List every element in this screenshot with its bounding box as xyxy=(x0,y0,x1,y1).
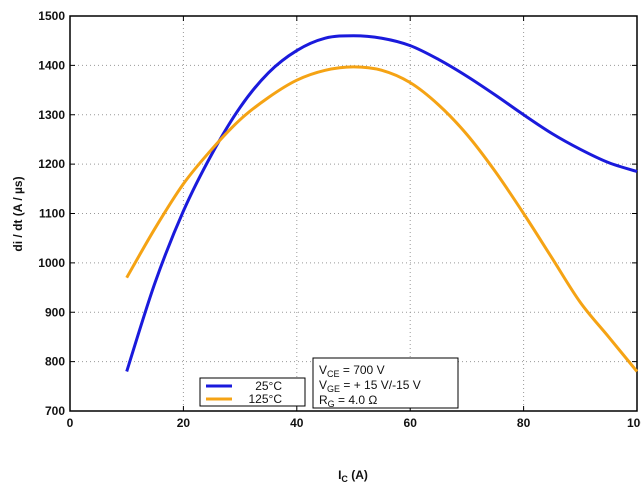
y-axis-label: di / dt (A / µs) xyxy=(11,176,25,251)
plot-frame xyxy=(69,15,638,412)
y-tick-label: 1100 xyxy=(39,207,65,221)
x-label-main: I xyxy=(338,468,341,482)
annotation-rest: = + 15 V/-15 V xyxy=(340,378,421,392)
annotation-sub: GE xyxy=(327,384,340,394)
x-tick-label: 60 xyxy=(404,416,418,430)
legend-label: 125°C xyxy=(249,392,283,406)
x-axis-label: IC (A) xyxy=(338,468,368,484)
annotation-main: V xyxy=(319,378,327,392)
y-tick-label: 800 xyxy=(45,355,65,369)
y-tick-label: 1200 xyxy=(38,157,65,171)
y-tick-label: 1000 xyxy=(38,256,65,270)
line-series xyxy=(125,34,638,372)
x-tick-label: 100 xyxy=(627,416,641,430)
y-tick-label: 1400 xyxy=(38,58,65,72)
y-tick-label: 1500 xyxy=(38,9,65,23)
x-label-rest: (A) xyxy=(348,468,368,482)
annotation-sub: G xyxy=(328,399,335,409)
y-tick-label: 900 xyxy=(45,305,65,319)
annotation-box xyxy=(312,357,459,409)
annotation-main: V xyxy=(319,363,327,377)
legend-box xyxy=(199,377,306,407)
annotation-rest: = 4.0 Ω xyxy=(335,393,378,407)
x-label-sub: C xyxy=(341,474,348,484)
annotation-rest: = 700 V xyxy=(340,363,385,377)
y-tick-label: 700 xyxy=(45,404,65,418)
annotation-line: RG = 4.0 Ω xyxy=(319,393,377,409)
legend-label: 25°C xyxy=(255,379,282,393)
x-tick-label: 0 xyxy=(67,416,74,430)
annotation-sub: CE xyxy=(327,369,340,379)
annotation-line: VGE = + 15 V/-15 V xyxy=(319,378,421,394)
x-tick-label: 80 xyxy=(517,416,531,430)
annotation-line: VCE = 700 V xyxy=(319,363,385,379)
x-tick-label: 40 xyxy=(290,416,304,430)
y-tick-label: 1300 xyxy=(38,108,65,122)
annotation-main: R xyxy=(319,393,328,407)
line-series xyxy=(125,65,639,373)
x-tick-label: 20 xyxy=(177,416,191,430)
